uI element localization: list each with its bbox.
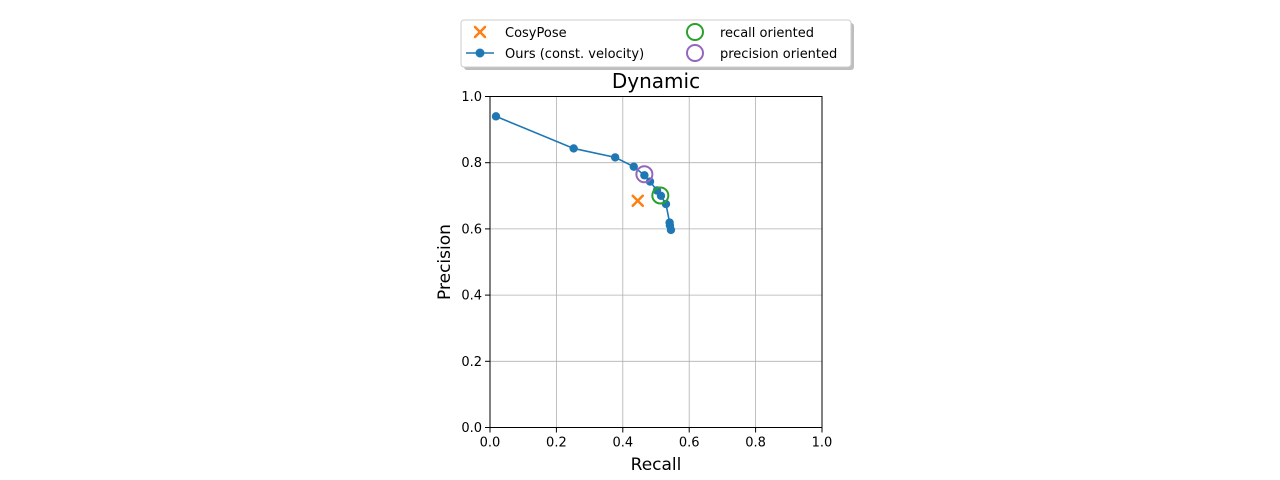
x-marker-icon: [473, 25, 487, 39]
x-tick-label: 1.0: [812, 436, 833, 451]
legend-entry-cosypose: CosyPose: [473, 25, 567, 41]
legend-label-precision-oriented: precision oriented: [720, 47, 837, 62]
y-tick-label: 0.8: [461, 156, 482, 171]
green-circle-icon: [686, 23, 704, 41]
ours-data-point: [491, 112, 501, 121]
ours-data-point: [629, 162, 638, 171]
ours-data-point: [569, 144, 578, 153]
y-axis-label: Precision: [435, 224, 455, 300]
legend-label-cosypose: CosyPose: [505, 26, 567, 41]
line-marker-icon: [466, 48, 494, 58]
ours-data-point: [645, 177, 655, 186]
x-tick-label: 0.0: [480, 436, 501, 451]
x-tick-label: 0.4: [612, 436, 633, 451]
y-tick-label: 0.6: [461, 222, 482, 237]
precision-oriented-point: [635, 165, 654, 184]
x-tick-label: 0.2: [546, 436, 567, 451]
legend-entry-precision-oriented: precision oriented: [686, 44, 837, 62]
legend-box: [460, 19, 852, 68]
ticks-layer: 0.0 0.2 0.4 0.6 0.8 1.0 0.0 0.2 0.4 0.6 0.8 1.0: [461, 90, 832, 451]
x-axis-label: Recall: [631, 455, 682, 475]
purple-circle-icon: [686, 44, 704, 62]
legend-label-recall-oriented: recall oriented: [720, 26, 814, 41]
x-tick-label: 0.8: [745, 436, 766, 451]
grid-layer: [489, 96, 823, 428]
x-tick-label: 0.6: [679, 436, 700, 451]
legend-entry-recall-oriented: recall oriented: [686, 23, 814, 41]
series-layer: [491, 112, 676, 235]
y-tick-label: 1.0: [461, 90, 482, 105]
chart-title: Dynamic: [612, 69, 700, 93]
ours-data-point: [656, 191, 666, 200]
cosypose-point-stroke: [631, 194, 644, 208]
recall-oriented-point: [651, 186, 670, 205]
ours-data-point: [610, 153, 620, 162]
legend-label-ours: Ours (const. velocity): [505, 47, 644, 62]
legend-entry-ours: Ours (const. velocity): [466, 47, 644, 62]
ours-data-point: [666, 225, 676, 235]
y-tick-label: 0.2: [461, 355, 482, 370]
plot-frame: [489, 96, 823, 428]
cosypose-point: [631, 194, 644, 208]
y-tick-label: 0.4: [461, 289, 482, 304]
ours-data-point: [640, 171, 649, 180]
y-tick-label: 0.0: [461, 421, 482, 436]
legend: CosyPose Ours (const. velocity) recall o…: [460, 19, 854, 70]
